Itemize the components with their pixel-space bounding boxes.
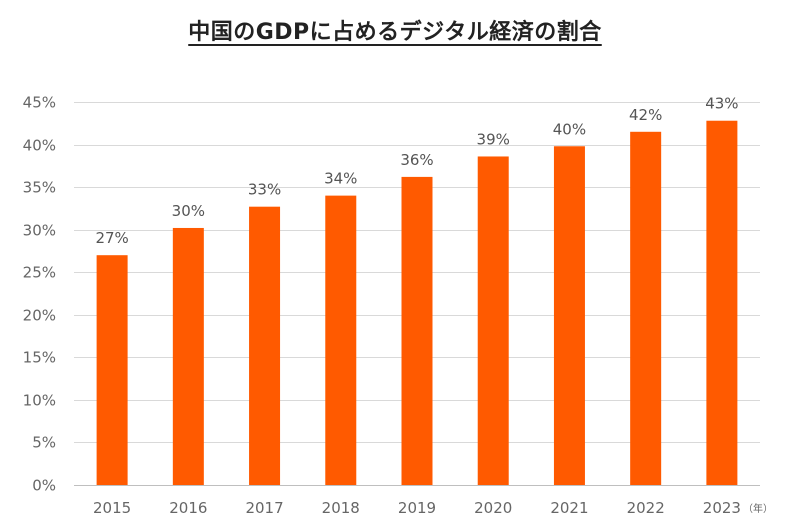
y-tick-label: 35% (23, 179, 56, 197)
chart-title: 中国のGDPに占めるデジタル経済の割合 (188, 20, 602, 45)
y-tick-label: 25% (23, 264, 56, 282)
bar (630, 131, 662, 486)
y-tick-label: 20% (23, 307, 56, 325)
x-tick-label: 2020 (474, 499, 512, 517)
data-label: 27% (95, 229, 128, 247)
bar (249, 206, 281, 486)
y-tick-label: 30% (23, 222, 56, 240)
data-label: 36% (400, 151, 433, 169)
bar (553, 146, 585, 485)
x-tick-label: 2016 (169, 499, 207, 517)
x-tick-label: 2018 (322, 499, 360, 517)
data-label: 33% (248, 181, 281, 199)
data-label: 30% (172, 202, 205, 220)
bar (96, 255, 128, 485)
x-tick-label: 2019 (398, 499, 436, 517)
y-tick-label: 45% (23, 94, 56, 112)
bar (706, 120, 738, 486)
bar (477, 156, 509, 485)
x-tick-label: 2017 (245, 499, 283, 517)
x-unit-label: （年） (743, 502, 773, 515)
y-tick-label: 15% (23, 349, 56, 367)
data-label: 42% (629, 106, 662, 124)
x-tick-label: 2015 (93, 499, 131, 517)
bar (172, 227, 204, 485)
bar (401, 176, 433, 486)
y-tick-label: 40% (23, 137, 56, 155)
data-label: 39% (477, 130, 510, 148)
x-tick-label: 2021 (550, 499, 588, 517)
x-tick-label: 2023 (703, 499, 741, 517)
data-label: 43% (705, 95, 738, 113)
bar (325, 195, 357, 485)
y-tick-label: 5% (32, 434, 56, 452)
y-tick-label: 0% (32, 477, 56, 495)
x-tick-label: 2022 (627, 499, 665, 517)
data-label: 40% (553, 120, 586, 138)
data-label: 34% (324, 170, 357, 188)
y-tick-label: 10% (23, 392, 56, 410)
